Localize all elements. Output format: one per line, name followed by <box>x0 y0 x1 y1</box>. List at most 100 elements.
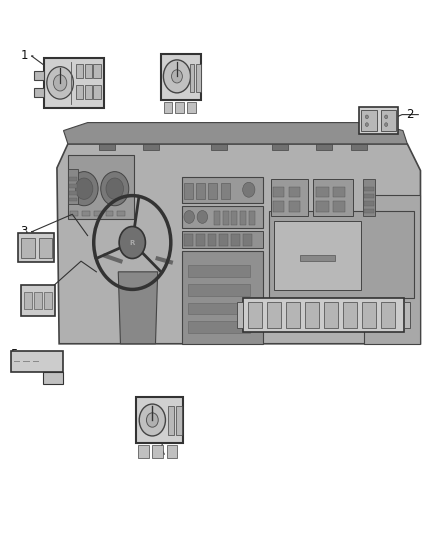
Bar <box>168 406 174 435</box>
Bar <box>188 321 250 333</box>
Bar <box>249 211 255 225</box>
Circle shape <box>184 211 194 223</box>
Bar <box>99 144 115 150</box>
Bar <box>44 292 52 309</box>
Bar <box>34 71 44 80</box>
Bar <box>43 372 63 384</box>
Bar <box>289 187 300 197</box>
Bar <box>208 234 216 246</box>
FancyBboxPatch shape <box>18 233 54 262</box>
Bar <box>166 446 177 457</box>
Text: 8: 8 <box>178 53 185 66</box>
Bar <box>240 211 246 225</box>
Text: 1: 1 <box>20 50 28 62</box>
Circle shape <box>172 70 182 83</box>
Bar <box>34 292 42 309</box>
Bar <box>208 183 217 199</box>
Bar <box>223 211 229 225</box>
Bar <box>176 406 182 435</box>
Circle shape <box>139 404 166 436</box>
Circle shape <box>197 211 208 223</box>
Bar <box>404 302 410 328</box>
FancyBboxPatch shape <box>11 351 63 372</box>
Bar <box>69 177 77 181</box>
Bar <box>364 194 374 198</box>
Bar <box>85 63 92 78</box>
Circle shape <box>243 182 255 197</box>
Bar <box>39 238 52 258</box>
FancyBboxPatch shape <box>44 58 104 108</box>
Bar <box>351 144 367 150</box>
Bar <box>300 255 335 261</box>
Bar <box>243 234 252 246</box>
Bar <box>68 169 78 204</box>
Circle shape <box>119 227 145 259</box>
Circle shape <box>146 413 158 427</box>
Bar <box>272 144 288 150</box>
Bar <box>219 234 228 246</box>
Bar <box>381 302 395 328</box>
Circle shape <box>101 172 129 206</box>
Bar <box>93 63 101 78</box>
Circle shape <box>365 123 368 126</box>
Circle shape <box>385 123 388 126</box>
Text: 6: 6 <box>152 448 159 461</box>
Bar <box>343 302 357 328</box>
Bar <box>182 177 263 203</box>
Text: R: R <box>130 239 135 246</box>
Bar <box>231 211 237 225</box>
Circle shape <box>70 172 98 206</box>
Bar <box>188 265 250 277</box>
Text: 4: 4 <box>38 284 46 297</box>
Circle shape <box>106 178 124 199</box>
Bar <box>316 144 332 150</box>
Bar <box>289 201 300 212</box>
Bar <box>196 64 201 92</box>
Circle shape <box>53 75 67 91</box>
Polygon shape <box>57 144 420 344</box>
Circle shape <box>163 60 191 93</box>
Bar <box>182 231 263 248</box>
Bar <box>363 179 375 216</box>
Bar <box>85 85 92 99</box>
Bar <box>182 206 263 228</box>
Bar <box>152 446 163 457</box>
Bar <box>76 63 83 78</box>
Bar <box>211 144 227 150</box>
Circle shape <box>365 115 368 119</box>
Bar <box>313 179 353 216</box>
Text: 5: 5 <box>11 348 18 361</box>
Bar <box>34 88 44 97</box>
Bar <box>182 251 263 344</box>
Bar <box>333 201 345 212</box>
Bar <box>214 211 220 225</box>
Bar <box>274 221 361 290</box>
Bar <box>184 234 193 246</box>
Bar <box>21 238 35 258</box>
Bar <box>316 187 328 197</box>
Bar <box>196 234 205 246</box>
Bar <box>361 110 377 131</box>
Bar <box>70 211 78 216</box>
Bar <box>69 184 77 188</box>
Bar <box>190 64 194 92</box>
Bar <box>221 183 230 199</box>
Bar <box>364 195 420 344</box>
Bar <box>324 302 338 328</box>
Bar <box>237 302 243 328</box>
FancyBboxPatch shape <box>161 54 201 100</box>
Bar <box>196 183 205 199</box>
Bar <box>184 183 193 199</box>
Bar <box>106 211 113 216</box>
Bar <box>267 302 281 328</box>
Bar <box>316 201 328 212</box>
Bar <box>269 211 414 298</box>
Bar <box>381 110 396 131</box>
Bar <box>231 234 240 246</box>
Polygon shape <box>118 272 158 344</box>
FancyBboxPatch shape <box>359 107 398 134</box>
Bar <box>188 284 250 296</box>
Bar <box>68 155 134 219</box>
Bar <box>117 211 125 216</box>
Polygon shape <box>64 123 407 144</box>
